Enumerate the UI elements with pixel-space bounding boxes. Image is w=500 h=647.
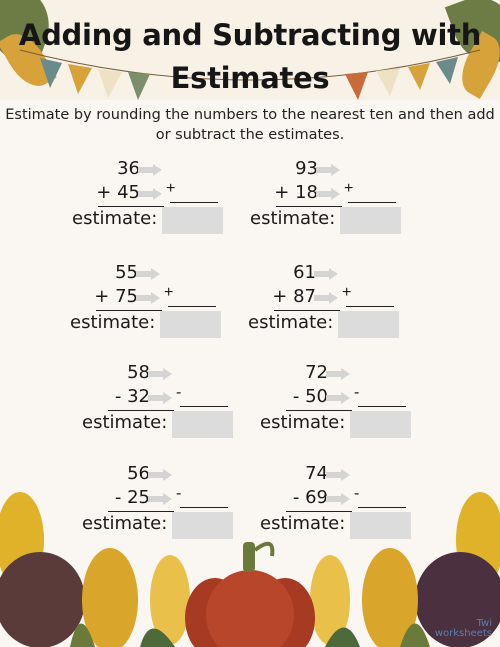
answer-line — [168, 306, 216, 307]
bunting-flags — [19, 49, 481, 100]
arrow-right-icon — [148, 368, 172, 380]
problem-7: 56 - 25 - estimate: — [82, 463, 284, 553]
answer-line — [346, 306, 394, 307]
estimate-label: estimate: — [250, 208, 336, 229]
sum-underline — [274, 310, 340, 311]
answer-line — [348, 202, 396, 203]
problem-2: 93 + 18 + estimate: — [250, 158, 458, 248]
estimate-label: estimate: — [72, 208, 158, 229]
arrow-right-icon — [316, 164, 340, 176]
problem-5: 58 - 32 - estimate: — [82, 362, 284, 452]
arrow-right-icon — [136, 268, 160, 280]
problem-top-number: 72 — [305, 362, 328, 383]
problem-top-number: 61 — [293, 262, 316, 283]
estimate-label: estimate: — [82, 513, 168, 534]
estimate-input-box[interactable] — [172, 512, 233, 539]
arrow-right-icon — [148, 469, 172, 481]
problem-top-number: 93 — [295, 158, 318, 179]
problem-bottom-number: - 69 — [292, 487, 328, 508]
arrow-right-icon — [326, 493, 350, 505]
problem-top-number: 74 — [305, 463, 328, 484]
problem-8: 74 - 69 - estimate: — [260, 463, 462, 553]
arrow-right-icon — [138, 188, 162, 200]
instructions: Estimate by rounding the numbers to the … — [5, 107, 495, 143]
estimate-label: estimate: — [82, 412, 168, 433]
page-title: Adding and Subtracting with Estimates — [0, 14, 500, 100]
estimate-input-box[interactable] — [172, 411, 233, 438]
answer-line — [180, 406, 228, 407]
estimate-input-box[interactable] — [162, 207, 223, 234]
estimate-input-box[interactable] — [340, 207, 401, 234]
operator-sign: - — [354, 485, 360, 502]
operator-sign: - — [354, 384, 360, 401]
arrow-right-icon — [148, 392, 172, 404]
answer-line — [180, 507, 228, 508]
arrow-right-icon — [326, 368, 350, 380]
problem-bottom-number: + 45 — [96, 182, 140, 203]
brand-logo: Twi worksheets — [435, 619, 492, 639]
header-banner: Adding and Subtracting with Estimates — [0, 0, 500, 100]
operator-sign: + — [164, 284, 174, 301]
answer-line — [170, 202, 218, 203]
problem-bottom-number: + 75 — [94, 286, 138, 307]
arrow-right-icon — [326, 392, 350, 404]
estimate-label: estimate: — [260, 412, 346, 433]
operator-sign: - — [176, 485, 182, 502]
arrow-right-icon — [148, 493, 172, 505]
arrow-right-icon — [136, 292, 160, 304]
arrow-right-icon — [138, 164, 162, 176]
operator-sign: + — [166, 180, 176, 197]
sum-underline — [108, 410, 174, 411]
sum-underline — [286, 410, 352, 411]
arrow-right-icon — [326, 469, 350, 481]
estimate-input-box[interactable] — [160, 311, 221, 338]
title-line-1: Adding and Subtracting with — [18, 18, 482, 52]
answer-line — [358, 406, 406, 407]
estimate-label: estimate: — [248, 312, 334, 333]
arrow-right-icon — [314, 292, 338, 304]
problem-bottom-number: - 50 — [292, 386, 328, 407]
brand-line-2: worksheets — [434, 628, 492, 639]
sum-underline — [96, 310, 162, 311]
estimate-input-box[interactable] — [338, 311, 399, 338]
problem-bottom-number: + 18 — [274, 182, 318, 203]
sum-underline — [276, 206, 342, 207]
problem-top-number: 55 — [115, 262, 138, 283]
answer-line — [358, 507, 406, 508]
sum-underline — [98, 206, 164, 207]
arrow-right-icon — [316, 188, 340, 200]
autumn-footer-decoration — [0, 492, 500, 647]
problem-3: 55 + 75 + estimate: — [70, 262, 278, 352]
operator-sign: - — [176, 384, 182, 401]
operator-sign: + — [342, 284, 352, 301]
problem-bottom-number: + 87 — [272, 286, 316, 307]
problem-top-number: 56 — [127, 463, 150, 484]
arrow-right-icon — [314, 268, 338, 280]
problem-4: 61 + 87 + estimate: — [248, 262, 456, 352]
estimate-input-box[interactable] — [350, 411, 411, 438]
problem-6: 72 - 50 - estimate: — [260, 362, 462, 452]
sum-underline — [286, 511, 352, 512]
operator-sign: + — [344, 180, 354, 197]
problem-1: 36 + 45 + estimate: — [72, 158, 280, 248]
problem-bottom-number: - 25 — [114, 487, 150, 508]
sum-underline — [108, 511, 174, 512]
estimate-label: estimate: — [260, 513, 346, 534]
title-line-2: Estimates — [170, 61, 330, 95]
estimate-input-box[interactable] — [350, 512, 411, 539]
problem-top-number: 36 — [117, 158, 140, 179]
brand-line-1: Twi — [476, 618, 492, 629]
problem-bottom-number: - 32 — [114, 386, 150, 407]
estimate-label: estimate: — [70, 312, 156, 333]
problem-top-number: 58 — [127, 362, 150, 383]
